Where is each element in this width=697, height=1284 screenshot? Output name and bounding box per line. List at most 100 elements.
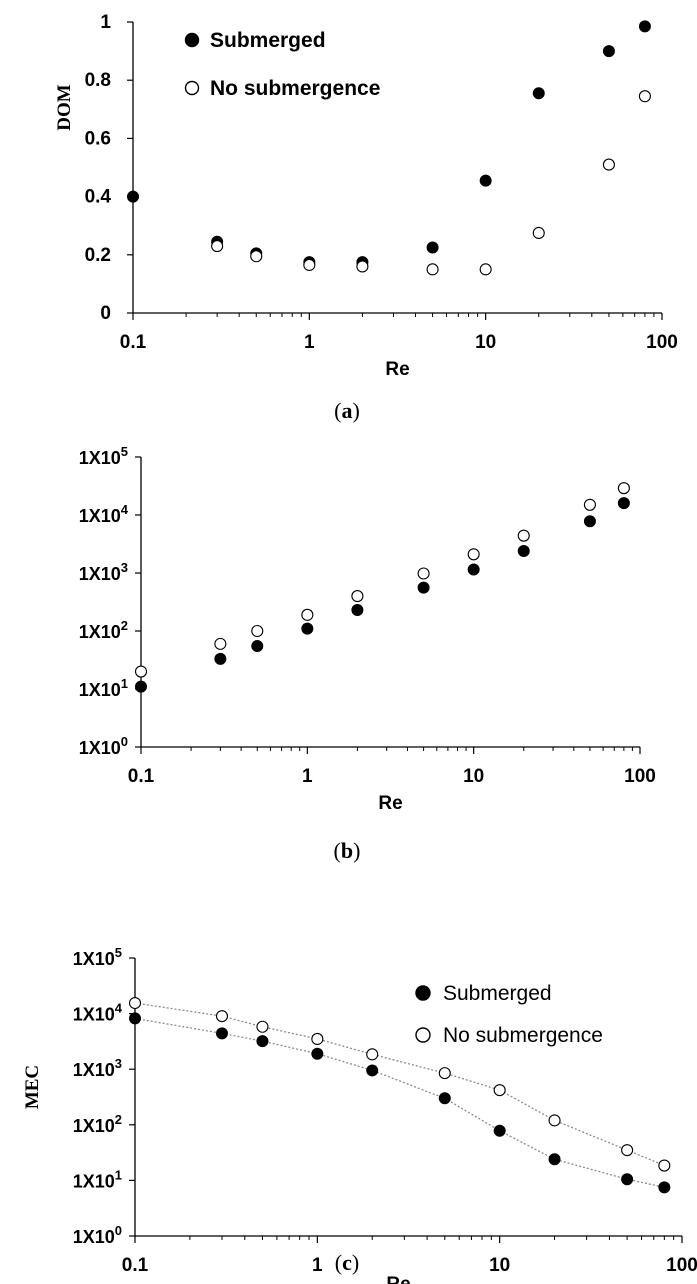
y-tick-label: 1X101 <box>79 676 128 700</box>
legend-marker-open <box>415 1027 431 1043</box>
y-tick-label: 1X104 <box>73 1001 123 1025</box>
y-tick-label: 1X104 <box>79 502 129 526</box>
chart-panel-a: 0.1 1 10 100 Re 0 0.2 0.4 0.6 0.8 1 DOM Submerged No … <box>54 12 678 423</box>
y-tick-label: 1X102 <box>73 1112 122 1136</box>
panel-caption: (b) <box>334 838 361 863</box>
x-tick-label: 0.1 <box>120 332 147 353</box>
x-tick-label: 10 <box>463 766 484 787</box>
panel-caption: (c) <box>335 1250 359 1275</box>
y-tick-label: 1X105 <box>79 444 128 468</box>
data-point-open <box>250 250 263 263</box>
data-point-open <box>438 1067 451 1080</box>
y-tick-label: 0.2 <box>85 245 111 266</box>
data-point-filled <box>617 497 630 510</box>
data-point-filled <box>438 1092 451 1105</box>
x-tick-label: 1 <box>304 332 315 353</box>
data-point-filled <box>129 1012 141 1025</box>
y-axis-label: MEC <box>22 1065 43 1109</box>
data-point-filled <box>426 241 439 254</box>
data-point-open <box>214 637 227 650</box>
x-tick-label: 10 <box>489 1255 510 1276</box>
data-point-filled <box>658 1181 671 1194</box>
data-point-open <box>517 529 530 542</box>
series-line <box>134 1002 665 1167</box>
legend-marker-open <box>184 80 200 96</box>
data-point-open <box>256 1020 269 1033</box>
data-point-filled <box>479 174 492 187</box>
data-point-open <box>532 226 545 240</box>
data-point-open <box>467 548 480 561</box>
data-point-open <box>251 624 264 638</box>
y-tick-label: 1 <box>100 12 111 33</box>
data-point-open <box>479 263 492 276</box>
legend-label: No submergence <box>210 77 380 100</box>
series-line <box>134 1017 665 1188</box>
data-point-open <box>583 498 596 511</box>
data-point-filled <box>366 1064 379 1077</box>
data-point-open <box>602 158 615 171</box>
data-point-filled <box>301 622 314 635</box>
legend-marker-filled <box>184 32 200 48</box>
data-point-filled <box>621 1173 634 1186</box>
y-tick-label: 1X100 <box>79 734 128 758</box>
data-point-filled <box>351 604 364 617</box>
data-point-open <box>211 240 224 253</box>
data-point-open <box>548 1114 561 1127</box>
x-tick-label: 100 <box>666 1255 697 1276</box>
x-axis-label: Re <box>378 793 402 814</box>
data-point-open <box>303 258 316 272</box>
legend-label: Submerged <box>443 982 552 1005</box>
data-point-filled <box>256 1035 269 1048</box>
y-tick-label: 0.4 <box>85 187 112 208</box>
data-point-open <box>366 1048 379 1061</box>
data-point-open <box>493 1084 506 1097</box>
chart-panel-b: 0.1 1 10 100 Re 1X100 1X101 1X102 1X103 1X104 1X10… <box>79 444 656 863</box>
data-point-open <box>356 260 369 273</box>
y-tick-label: 1X101 <box>73 1167 122 1191</box>
data-point-filled <box>583 515 596 528</box>
y-axis-label: DOM <box>54 84 75 131</box>
data-point-open <box>311 1032 324 1045</box>
legend-label: Submerged <box>210 29 326 52</box>
data-point-open <box>638 90 651 103</box>
data-point-filled <box>214 652 227 665</box>
x-tick-label: 1 <box>302 766 313 787</box>
x-tick-label: 0.1 <box>128 766 155 787</box>
data-point-filled <box>417 581 430 594</box>
y-tick-label: 0.8 <box>85 70 111 91</box>
panel-caption: (a) <box>334 398 360 423</box>
data-point-filled <box>493 1124 506 1137</box>
chart-panel-c: 0.1 1 10 100 Re 1X100 1X101 1X102 1X103 1X104 1X10… <box>22 945 697 1284</box>
data-point-open <box>426 263 439 276</box>
x-tick-label: 100 <box>646 332 678 353</box>
data-point-filled <box>638 20 651 33</box>
data-point-filled <box>215 1027 228 1040</box>
y-tick-label: 1X102 <box>79 618 128 642</box>
x-axis-label: Re <box>386 1274 410 1284</box>
data-point-filled <box>517 544 530 557</box>
data-point-open <box>617 482 630 495</box>
data-point-filled <box>602 45 615 58</box>
data-point-open <box>301 608 314 621</box>
x-tick-label: 100 <box>624 766 656 787</box>
data-point-open <box>417 567 430 580</box>
data-point-open <box>215 1010 229 1023</box>
data-point-open <box>128 996 142 1010</box>
y-tick-label: 1X103 <box>73 1056 122 1080</box>
data-point-filled <box>251 640 264 653</box>
data-point-filled <box>127 190 139 203</box>
legend-label: No submergence <box>443 1024 603 1047</box>
data-point-filled <box>532 87 545 100</box>
data-point-open <box>134 665 148 678</box>
data-point-open <box>658 1159 671 1172</box>
x-tick-label: 1 <box>312 1255 323 1276</box>
y-tick-label: 1X103 <box>79 560 128 584</box>
x-tick-label: 10 <box>475 332 496 353</box>
data-point-filled <box>467 563 480 576</box>
legend-marker-filled <box>415 985 431 1001</box>
y-tick-label: 0 <box>100 303 111 324</box>
data-point-open <box>351 590 364 603</box>
y-tick-label: 1X105 <box>73 945 122 969</box>
data-point-filled <box>548 1153 561 1166</box>
